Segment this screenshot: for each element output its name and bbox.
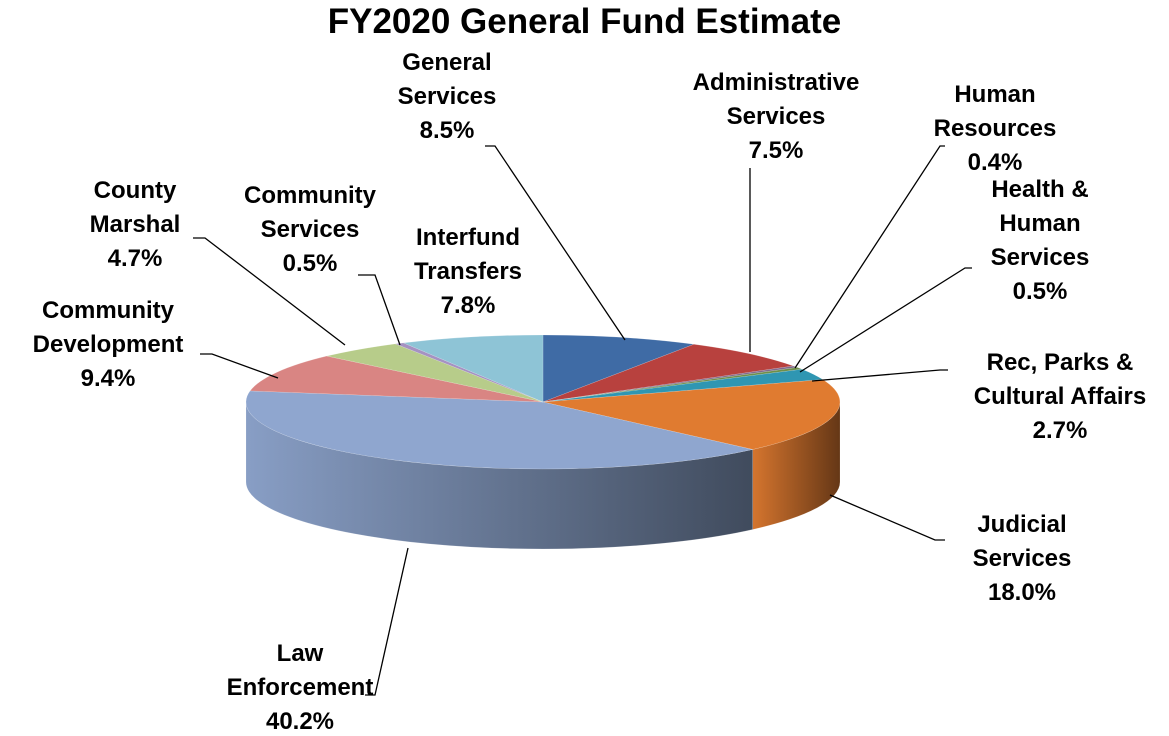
slice <box>245 390 753 470</box>
value-label: 40.2% <box>265 708 335 735</box>
slice-label: Judicial Services 18.0% <box>942 508 1102 610</box>
value-label: 9.4% <box>80 365 136 392</box>
slice-label: Community Services 0.5% <box>230 179 390 281</box>
slice-label: Law Enforcement 40.2% <box>200 637 400 736</box>
slice <box>326 343 544 403</box>
leader-line <box>811 369 948 382</box>
category-label: Health & Human Services <box>990 176 1090 271</box>
value-label: 0.4% <box>967 149 1023 176</box>
value-label: 0.5% <box>282 250 338 277</box>
slice-label: Rec, Parks & Cultural Affairs 2.7% <box>953 346 1168 448</box>
value-label: 18.0% <box>987 579 1057 606</box>
category-label: Administrative Services <box>692 69 860 130</box>
category-label: Community Services <box>244 182 376 243</box>
slice-label: Interfund Transfers 7.8% <box>388 221 548 323</box>
slice-label: Human Resources 0.4% <box>915 78 1075 180</box>
slice <box>402 334 544 403</box>
slice-label: County Marshal 4.7% <box>65 174 205 276</box>
category-label: General Services <box>397 49 497 110</box>
category-label: Judicial Services <box>972 511 1072 572</box>
leader-line <box>193 237 346 346</box>
value-label: 4.7% <box>107 245 163 272</box>
leader-line <box>200 353 279 379</box>
category-label: Law Enforcement <box>226 640 374 701</box>
slice <box>542 334 695 403</box>
slice <box>542 379 841 450</box>
slice-label: Administrative Services 7.5% <box>656 66 896 168</box>
slice-label: General Services 8.5% <box>372 46 522 148</box>
leader-line <box>365 547 409 696</box>
leader-line <box>358 274 401 346</box>
leader-line <box>799 267 972 373</box>
value-label: 0.5% <box>1012 278 1068 305</box>
value-label: 2.7% <box>1032 417 1088 444</box>
slice <box>542 367 804 403</box>
slice <box>249 355 544 403</box>
value-label: 7.8% <box>440 292 496 319</box>
leader-line <box>829 494 945 541</box>
slice-label: Health & Human Services 0.5% <box>960 173 1120 309</box>
category-label: Rec, Parks & Cultural Affairs <box>973 349 1147 410</box>
chart-title: FY2020 General Fund Estimate <box>327 2 842 41</box>
leader-line <box>485 145 626 341</box>
value-label: 7.5% <box>748 137 804 164</box>
category-label: Community Development <box>32 297 184 358</box>
slice-label: Community Development 9.4% <box>3 294 213 396</box>
value-label: 8.5% <box>419 117 475 144</box>
leader-line <box>794 145 945 369</box>
category-label: County Marshal <box>89 177 181 238</box>
slice <box>542 344 794 403</box>
category-label: Human Resources <box>933 81 1057 142</box>
category-label: Interfund Transfers <box>413 224 523 285</box>
